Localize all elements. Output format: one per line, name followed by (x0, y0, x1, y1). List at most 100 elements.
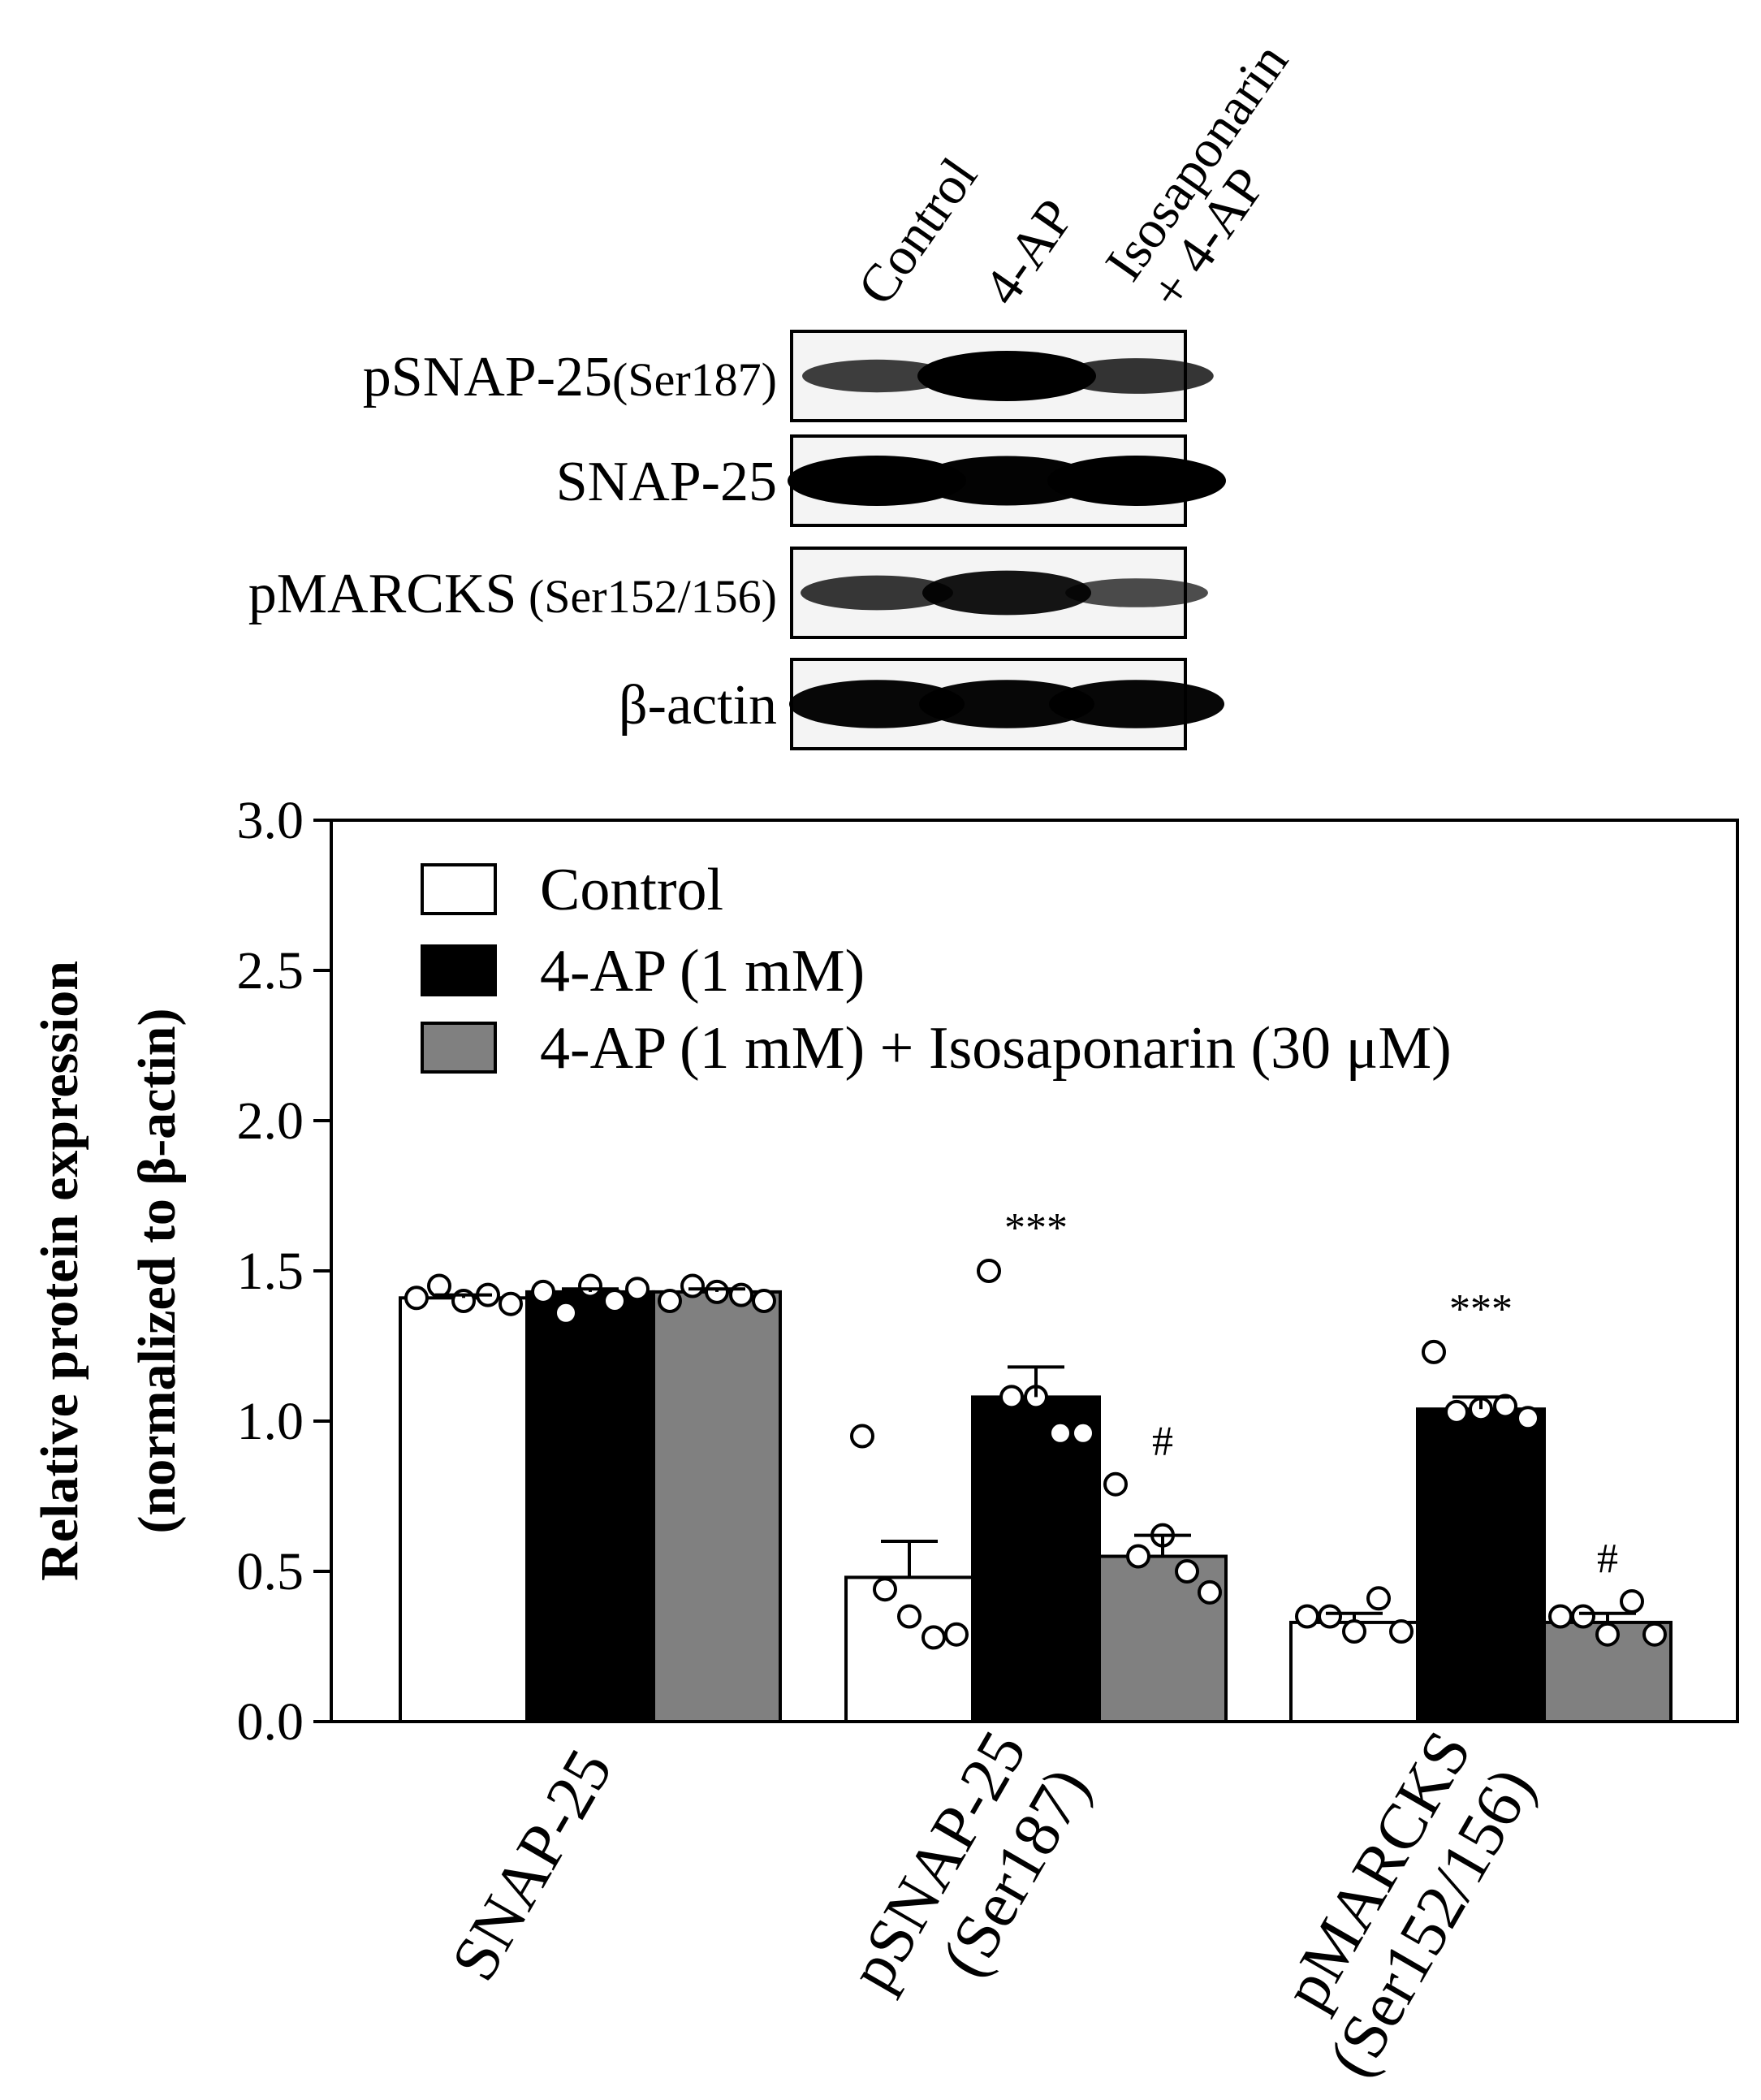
data-point (625, 1277, 650, 1302)
y-tick-label: 0.0 (237, 1692, 304, 1752)
data-point (1620, 1589, 1644, 1614)
y-tick-label: 1.5 (237, 1242, 304, 1301)
legend-swatch (421, 944, 497, 996)
error-bar (1452, 1395, 1509, 1410)
legend-swatch (421, 1022, 497, 1074)
data-point (531, 1279, 555, 1304)
y-tick-label: 1.0 (237, 1392, 304, 1451)
significance-marks: *** *** # # (1004, 1205, 1618, 1582)
x-category-label: pMARCKS(Ser152/156) (1270, 1720, 1548, 2089)
legend-entry: 4-AP (1 mM) (421, 938, 865, 1005)
data-point (1422, 1339, 1446, 1364)
data-point (1548, 1604, 1573, 1629)
blot-band (917, 456, 1096, 506)
legend-label: 4-AP (1 mM) + Isosaponarin (30 μM) (540, 1015, 1452, 1082)
y-axis-title-line1: Relative protein expression (30, 961, 89, 1581)
blot-row: β-actin (619, 658, 1224, 750)
data-point (1642, 1622, 1667, 1647)
blot-band (1047, 456, 1226, 506)
blot-row: pSNAP-25(Ser187) (363, 330, 1214, 422)
data-point (602, 1289, 627, 1313)
data-point (873, 1577, 897, 1602)
error-bar (688, 1287, 745, 1292)
data-point (922, 1625, 946, 1650)
x-category-label: pSNAP-25(Ser187) (835, 1720, 1103, 2003)
data-point (1126, 1544, 1150, 1569)
data-point (1103, 1471, 1128, 1497)
blot-band (789, 680, 965, 728)
blot-row-label: SNAP-25 (556, 451, 777, 513)
legend-entry: Control (421, 857, 723, 923)
legend-label: 4-AP (1 mM) (540, 938, 865, 1005)
y-tick-label: 0.5 (237, 1542, 304, 1601)
data-point (554, 1300, 578, 1325)
data-point (1175, 1559, 1199, 1584)
data-point (1516, 1406, 1540, 1431)
data-point (1595, 1622, 1620, 1647)
y-tick-label: 3.0 (237, 791, 304, 850)
x-axis-category-labels: SNAP-25 pSNAP-25(Ser187) pMARCKS(Ser152/15… (438, 1720, 1548, 2089)
blot-row-label: β-actin (619, 674, 777, 737)
data-point (1295, 1604, 1319, 1629)
blot-band (1060, 358, 1214, 394)
blot-band (788, 456, 966, 506)
blot-band (922, 570, 1091, 616)
bar (1416, 1407, 1546, 1723)
blot-band (919, 680, 1094, 728)
data-point (1071, 1420, 1095, 1445)
error-bar (562, 1287, 619, 1292)
data-point (1366, 1586, 1391, 1611)
y-axis: 0.0 0.5 1.0 1.5 2.0 2.5 3.0 (237, 791, 331, 1752)
bar (844, 1575, 974, 1724)
significance-mark: *** (1449, 1286, 1513, 1333)
blot-band (802, 359, 952, 393)
y-tick-label: 2.0 (237, 1091, 304, 1151)
x-category-label-line1: SNAP-25 (438, 1738, 626, 1992)
bar (652, 1290, 782, 1723)
blot-rows: pSNAP-25(Ser187) SNAP-25 pMARCKS (Ser152/1… (248, 330, 1226, 750)
error-bar (1134, 1533, 1191, 1557)
data-point (578, 1273, 602, 1298)
data-point (1571, 1604, 1595, 1629)
data-point (999, 1385, 1024, 1410)
error-bar (881, 1540, 938, 1578)
bar (399, 1296, 529, 1724)
bars (399, 1290, 1673, 1724)
data-point (752, 1289, 776, 1313)
y-tick-label: 2.5 (237, 941, 304, 1000)
legend: Control 4-AP (1 mM) 4-AP (1 mM) + Isosapon… (421, 857, 1452, 1082)
error-bar (435, 1293, 492, 1298)
blot-band (801, 575, 953, 611)
significance-mark: # (1597, 1536, 1618, 1582)
error-bars (435, 1287, 1636, 1623)
bar-chart: 0.0 0.5 1.0 1.5 2.0 2.5 3.0 Relative protein e… (30, 791, 1739, 2089)
data-point (1389, 1619, 1414, 1644)
lane-label-control: Control (846, 148, 988, 316)
legend-swatch (421, 863, 497, 915)
blot-row: SNAP-25 (556, 434, 1226, 527)
bar (525, 1290, 655, 1723)
blot-row-label: pSNAP-25(Ser187) (363, 346, 777, 408)
data-point (404, 1285, 429, 1311)
lane-label-4ap: 4-AP (972, 189, 1086, 316)
blot-band (917, 351, 1096, 401)
y-axis-title-line2: (normalized to β-actin) (127, 1009, 187, 1534)
data-point (658, 1289, 682, 1313)
significance-mark: # (1152, 1419, 1173, 1465)
blot-row-label: pMARCKS (Ser152/156) (248, 563, 777, 625)
data-point (1318, 1604, 1342, 1629)
data-point (1342, 1619, 1366, 1644)
data-point (1444, 1399, 1469, 1424)
significance-mark: *** (1004, 1205, 1068, 1251)
legend-label: Control (540, 857, 723, 923)
blot-row: pMARCKS (Ser152/156) (248, 547, 1208, 639)
data-point (1198, 1579, 1222, 1605)
bar (971, 1395, 1101, 1724)
blot-band (1065, 578, 1208, 607)
data-point (897, 1604, 922, 1629)
data-point (944, 1622, 969, 1647)
data-points (404, 1259, 1667, 1650)
data-point (850, 1424, 874, 1449)
